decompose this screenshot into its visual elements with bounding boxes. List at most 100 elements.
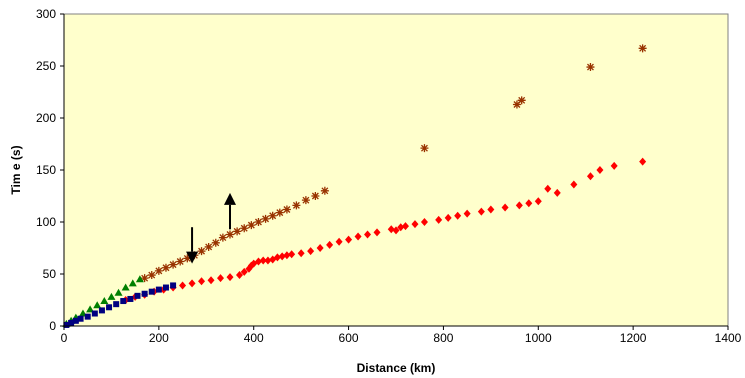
data-point-diamond (217, 274, 225, 283)
data-point-square (120, 298, 127, 305)
arrow-up-head (224, 192, 236, 205)
data-markers (62, 44, 647, 328)
data-point-diamond (570, 180, 578, 189)
data-point-asterisk (204, 242, 213, 251)
x-tick-label: 0 (61, 331, 68, 345)
data-point-asterisk (254, 218, 263, 226)
data-point-asterisk (240, 224, 249, 233)
data-point-triangle (114, 288, 123, 296)
data-point-square (72, 317, 79, 324)
data-point-asterisk (517, 96, 526, 105)
data-point-triangle (93, 301, 102, 309)
data-point-asterisk (512, 100, 521, 109)
data-point-square (155, 286, 162, 293)
data-point-diamond (264, 256, 272, 265)
data-point-triangle (107, 292, 116, 300)
data-point-diamond (316, 244, 324, 252)
data-point-diamond (254, 257, 262, 266)
data-point-diamond (411, 220, 419, 229)
data-point-triangle (135, 275, 144, 283)
data-point-diamond (335, 237, 343, 246)
data-point-diamond (454, 211, 462, 220)
data-point-diamond (639, 157, 647, 166)
data-point-diamond (364, 230, 372, 239)
data-point-square (113, 301, 120, 308)
data-point-diamond (487, 205, 495, 214)
data-point-asterisk (638, 44, 647, 53)
y-tick-label: 150 (36, 163, 56, 177)
data-point-asterisk (154, 266, 163, 275)
data-point-square (170, 282, 177, 289)
data-point-asterisk (261, 214, 270, 223)
data-point-diamond (420, 218, 428, 226)
data-point-diamond (463, 209, 471, 218)
data-point-diamond (250, 259, 258, 268)
data-point-triangle (128, 279, 137, 287)
data-point-diamond (188, 279, 196, 288)
data-point-diamond (610, 161, 618, 170)
data-point-asterisk (169, 260, 178, 269)
data-point-diamond (501, 203, 509, 212)
data-point-diamond (387, 225, 395, 234)
x-axis-label: Distance (km) (357, 361, 436, 375)
x-tick-label: 400 (244, 331, 264, 345)
data-point-asterisk (161, 263, 170, 272)
data-point-diamond (307, 247, 315, 256)
data-point-square (77, 315, 84, 322)
data-point-diamond (297, 249, 305, 258)
data-point-square (148, 288, 155, 295)
data-point-diamond (207, 276, 215, 285)
data-point-asterisk (275, 208, 284, 217)
data-point-asterisk (311, 192, 320, 200)
data-point-diamond (179, 281, 187, 290)
arrow-down-head (186, 251, 199, 264)
data-point-diamond (435, 215, 443, 224)
data-point-diamond (354, 232, 362, 241)
data-point-square (162, 284, 169, 291)
data-point-asterisk (282, 205, 291, 214)
data-point-triangle (100, 297, 109, 305)
data-point-square (84, 313, 91, 320)
data-point-diamond (392, 226, 400, 235)
data-point-asterisk (301, 196, 310, 205)
y-tick-label: 200 (36, 111, 56, 125)
data-point-square (68, 319, 75, 326)
data-point-square (98, 307, 105, 314)
plot-area-group (63, 13, 729, 327)
data-point-triangle (121, 283, 130, 291)
x-tick-label: 200 (149, 331, 169, 345)
data-point-asterisk (183, 254, 192, 263)
data-point-diamond (477, 207, 485, 216)
data-point-asterisk (176, 257, 185, 266)
x-tick-label: 1200 (620, 331, 647, 345)
x-tick-label: 800 (433, 331, 453, 345)
data-point-square (141, 290, 148, 297)
data-point-asterisk (320, 186, 329, 195)
data-point-asterisk (233, 227, 242, 236)
data-point-diamond (596, 166, 604, 174)
data-point-diamond (401, 222, 409, 231)
y-tick-label: 250 (36, 59, 56, 73)
data-point-asterisk (218, 233, 227, 242)
annotation-arrows (186, 192, 236, 264)
y-tick-label: 300 (36, 7, 56, 21)
data-point-diamond (278, 252, 286, 261)
data-point-diamond (288, 250, 296, 259)
data-point-diamond (273, 253, 281, 262)
data-point-diamond (259, 256, 267, 265)
y-tick-label: 0 (49, 319, 56, 333)
data-point-asterisk (147, 271, 156, 280)
data-point-diamond (373, 228, 381, 237)
data-point-diamond (525, 199, 533, 208)
data-point-asterisk (247, 221, 256, 230)
data-point-diamond (198, 277, 206, 286)
data-point-asterisk (268, 211, 277, 220)
y-tick-label: 100 (36, 215, 56, 229)
data-point-diamond (326, 240, 334, 249)
x-tick-label: 1400 (715, 331, 742, 345)
data-point-asterisk (197, 247, 206, 256)
data-point-diamond (235, 271, 243, 280)
data-point-square (127, 295, 134, 302)
data-point-asterisk (586, 63, 595, 72)
